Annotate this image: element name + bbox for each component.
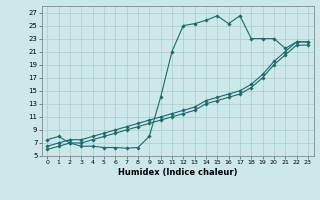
- X-axis label: Humidex (Indice chaleur): Humidex (Indice chaleur): [118, 168, 237, 177]
